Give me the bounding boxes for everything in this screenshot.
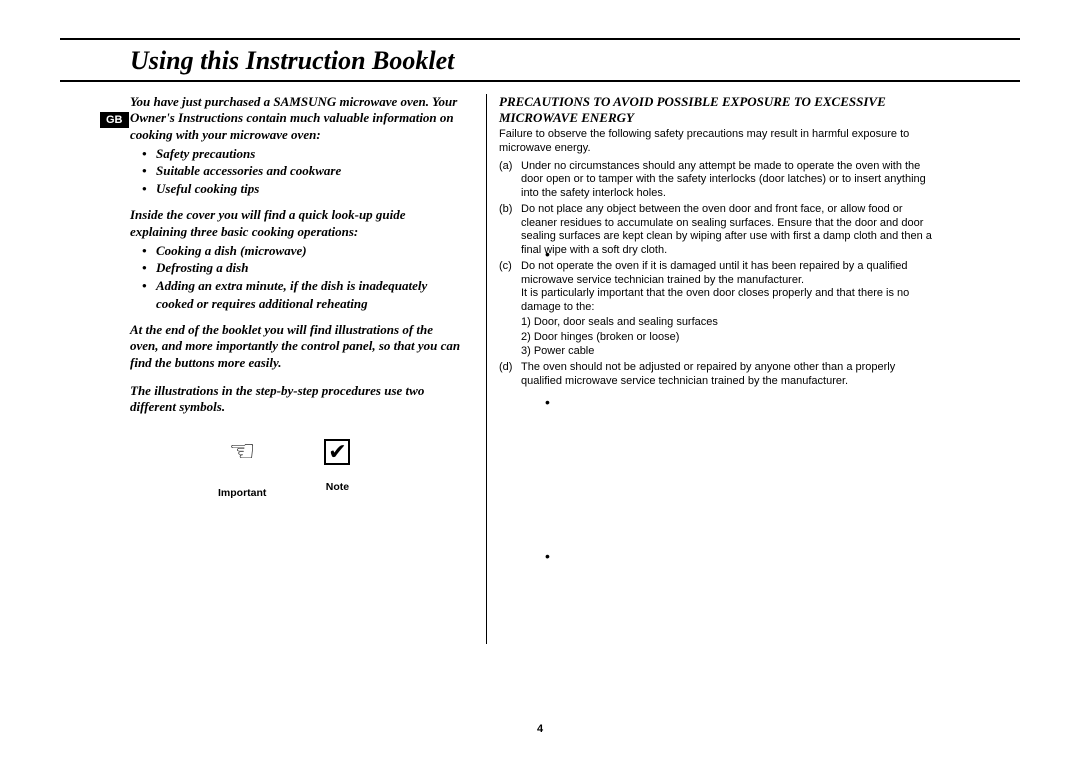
precautions-heading: PRECAUTIONS TO AVOID POSSIBLE EXPOSURE T…: [499, 94, 933, 125]
item-text: The oven should not be adjusted or repai…: [521, 361, 895, 387]
bullet-list-2: Cooking a dish (microwave)Defrosting a d…: [130, 242, 464, 312]
right-column: PRECAUTIONS TO AVOID POSSIBLE EXPOSURE T…: [493, 94, 933, 644]
check-box-icon: ✔: [324, 439, 350, 465]
paragraph-3: At the end of the booklet you will find …: [130, 322, 464, 371]
page-title: Using this Instruction Booklet: [60, 46, 1020, 76]
language-badge: GB: [100, 112, 129, 128]
column-divider: [486, 94, 487, 644]
intro-text: You have just purchased a SAMSUNG microw…: [130, 94, 464, 143]
hand-point-icon: ☜: [218, 437, 266, 471]
paragraph-4: The illustrations in the step-by-step pr…: [130, 383, 464, 416]
columns: You have just purchased a SAMSUNG microw…: [60, 94, 1020, 644]
symbol-legend: ☜ Important ✔ Note: [218, 437, 464, 499]
item-letter: (a): [499, 160, 512, 174]
sub-item: 2) Door hinges (broken or loose): [521, 331, 933, 345]
list-item: (c) Do not operate the oven if it is dama…: [499, 260, 933, 359]
list-item: Suitable accessories and cookware: [156, 162, 464, 180]
list-item: Safety precautions: [156, 145, 464, 163]
item-letter: (c): [499, 260, 512, 274]
precautions-sub: Failure to observe the following safety …: [499, 128, 933, 156]
paragraph-2: Inside the cover you will find a quick l…: [130, 207, 464, 240]
bullet-list-1: Safety precautionsSuitable accessories a…: [130, 145, 464, 198]
list-item: Defrosting a dish: [156, 259, 464, 277]
top-rule: [60, 38, 1020, 40]
gutter-dot: •: [545, 548, 550, 564]
gutter-dot: •: [545, 246, 550, 262]
list-item: (a) Under no circumstances should any att…: [499, 160, 933, 201]
list-item: Adding an extra minute, if the dish is i…: [156, 277, 464, 312]
item-text: Under no circumstances should any attemp…: [521, 160, 926, 200]
gutter-dot: •: [545, 394, 550, 410]
list-item: Useful cooking tips: [156, 180, 464, 198]
list-item: Cooking a dish (microwave): [156, 242, 464, 260]
item-extra: It is particularly important that the ov…: [521, 287, 933, 315]
item-text: Do not place any object between the oven…: [521, 203, 932, 256]
item-letter: (b): [499, 203, 512, 217]
important-label: Important: [218, 487, 266, 499]
list-item: (b) Do not place any object between the o…: [499, 203, 933, 258]
symbol-note: ✔ Note: [324, 437, 350, 499]
symbol-important: ☜ Important: [218, 437, 266, 499]
sub-item: 1) Door, door seals and sealing surfaces: [521, 316, 933, 330]
item-text: Do not operate the oven if it is damaged…: [521, 260, 907, 286]
list-item: (d) The oven should not be adjusted or re…: [499, 361, 933, 389]
note-label: Note: [324, 481, 350, 493]
bottom-rule: [60, 80, 1020, 82]
sub-item: 3) Power cable: [521, 345, 933, 359]
page-number: 4: [0, 723, 1080, 735]
item-letter: (d): [499, 361, 512, 375]
left-column: You have just purchased a SAMSUNG microw…: [60, 94, 480, 644]
lettered-list: (a) Under no circumstances should any att…: [499, 160, 933, 389]
